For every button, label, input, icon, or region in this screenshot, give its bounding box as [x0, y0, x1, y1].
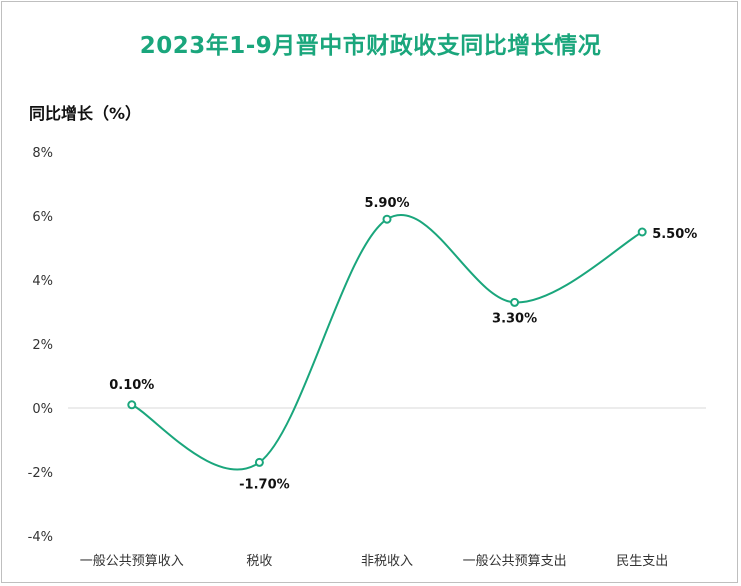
data-point [127, 400, 137, 410]
y-tick-label: 6% [32, 210, 53, 225]
data-point [510, 297, 520, 307]
y-tick-label: 0% [32, 402, 53, 417]
x-tick-label: 民生支出 [616, 554, 668, 569]
y-tick-label: -2% [28, 466, 53, 481]
data-label: 0.10% [109, 378, 154, 393]
y-tick-label: 8% [32, 146, 53, 161]
x-tick-label: 税收 [246, 554, 272, 569]
y-tick-label: -4% [28, 530, 53, 545]
x-tick-label: 一般公共预算收入 [80, 553, 184, 569]
x-tick-label: 非税收入 [361, 554, 413, 569]
y-axis-label: 同比增长（%） [29, 104, 142, 123]
data-point [637, 227, 647, 237]
data-label: 3.30% [492, 311, 537, 326]
data-point [254, 457, 264, 467]
data-point [382, 214, 392, 224]
data-label: 5.50% [652, 227, 697, 242]
x-tick-label: 一般公共预算支出 [463, 553, 567, 569]
y-tick-label: 2% [32, 338, 53, 353]
data-label: 5.90% [364, 196, 409, 211]
chart-title: 2023年1-9月晋中市财政收支同比增长情况 [139, 33, 602, 59]
series-line [131, 214, 643, 471]
y-tick-label: 4% [32, 274, 53, 289]
data-label: -1.70% [239, 477, 290, 492]
